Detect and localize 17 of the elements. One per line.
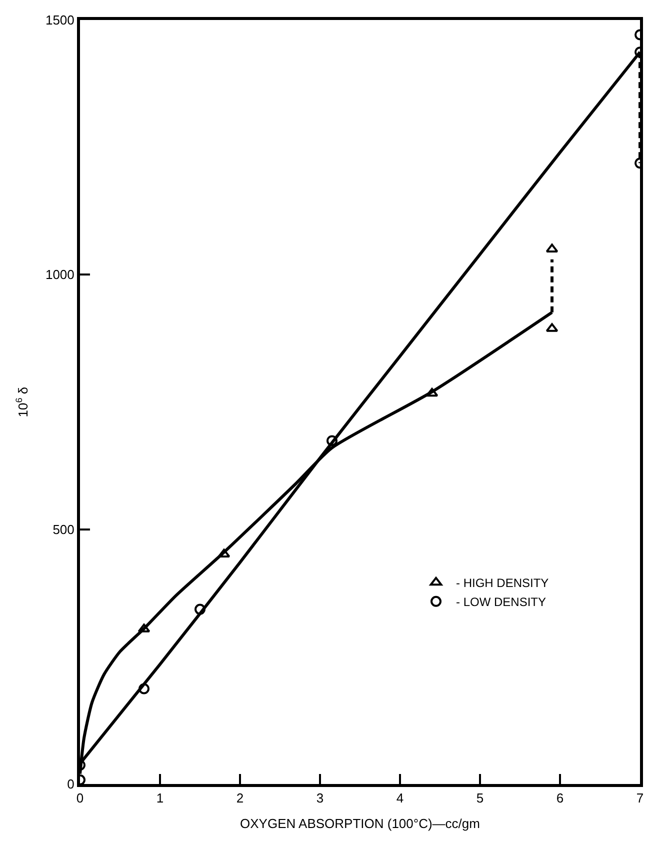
legend-label: - HIGH DENSITY [456, 576, 549, 590]
x-tick-label: 4 [396, 790, 404, 806]
y-tick-label: 500 [52, 522, 74, 537]
x-tick-label: 0 [76, 790, 84, 806]
y-tick-label: 0 [67, 776, 74, 792]
x-axis-title: OXYGEN ABSORPTION (100°C)—cc/gm [240, 816, 480, 832]
x-tick-label: 3 [316, 790, 324, 806]
x-tick-label: 5 [476, 790, 484, 806]
point [426, 388, 438, 397]
x-tick-label: 7 [636, 790, 644, 806]
y-tick-label: 1000 [45, 267, 74, 282]
x-tick-label: 1 [156, 790, 164, 806]
y-tick-label: 1500 [45, 12, 74, 28]
legend-label: - LOW DENSITY [456, 595, 546, 610]
x-tick-label: 6 [556, 790, 564, 806]
point [218, 548, 230, 558]
x-tick-label: 2 [236, 790, 244, 806]
